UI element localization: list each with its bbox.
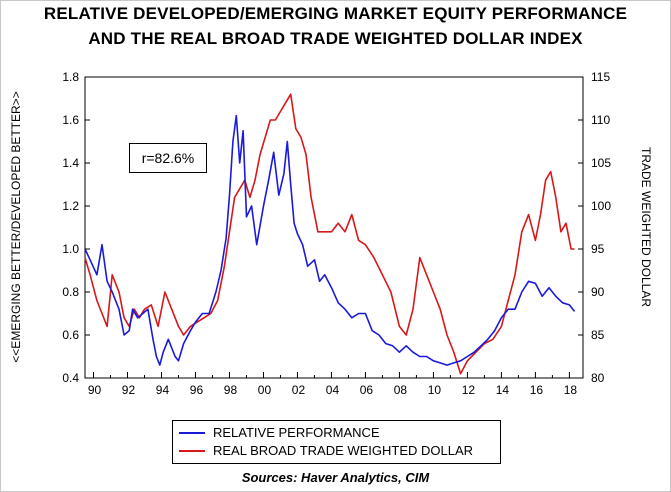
chart-subtitle: AND THE REAL BROAD TRADE WEIGHTED DOLLAR…	[88, 29, 583, 48]
left-tick-label: 0.4	[62, 371, 79, 385]
series-line-relative-performance	[84, 114, 576, 366]
x-tick-label: 04	[326, 383, 340, 397]
x-tick-label: 00	[258, 383, 272, 397]
x-tick-label: 98	[224, 383, 238, 397]
x-tick-label: 08	[394, 383, 408, 397]
right-tick-label: 80	[591, 371, 605, 385]
left-tick-label: 1.6	[62, 113, 79, 127]
left-tick-label: 0.6	[62, 328, 79, 342]
x-tick-label: 16	[530, 383, 544, 397]
x-tick-label: 10	[428, 383, 442, 397]
right-tick-label: 85	[591, 328, 605, 342]
x-tick-label: 02	[292, 383, 306, 397]
right-tick-label: 105	[591, 156, 611, 170]
left-tick-label: 1.0	[62, 242, 79, 256]
left-tick-label: 0.8	[62, 285, 79, 299]
x-tick-label: 06	[360, 383, 374, 397]
x-tick-label: 96	[190, 383, 204, 397]
series-line-trade-weighted-dollar	[84, 93, 575, 375]
plot-area	[84, 76, 584, 379]
right-tick-label: 90	[591, 285, 605, 299]
source-note: Sources: Haver Analytics, CIM	[241, 470, 430, 485]
legend-label-trade-weighted-dollar: REAL BROAD TRADE WEIGHTED DOLLAR	[213, 443, 474, 458]
left-tick-label: 1.4	[62, 156, 79, 170]
x-tick-label: 14	[496, 383, 510, 397]
y-axis-label-right: TRADE WEIGHTED DOLLAR	[639, 147, 653, 307]
ticks-layer: 0.4 0.6 0.8 1.0 1.2 1.4 1.6 1.8 80 85 90 95 100 105 11…	[62, 70, 611, 397]
legend: RELATIVE PERFORMANCE REAL BROAD TRADE WE…	[172, 420, 501, 464]
right-tick-label: 95	[591, 242, 605, 256]
x-tick-label: 92	[122, 383, 136, 397]
x-tick-label: 18	[564, 383, 578, 397]
right-tick-label: 100	[591, 199, 611, 213]
legend-swatch-trade-weighted-dollar	[179, 450, 205, 452]
right-tick-label: 110	[591, 113, 610, 127]
correlation-annotation: r=82.6%	[129, 143, 207, 173]
legend-label-relative-performance: RELATIVE PERFORMANCE	[213, 425, 380, 440]
left-tick-label: 1.8	[62, 70, 79, 84]
y-axis-label-left: <<EMERGING BETTER/DEVELOPED BETTER>>	[9, 91, 23, 362]
right-tick-label: 115	[591, 70, 610, 84]
x-tick-label: 90	[88, 383, 102, 397]
x-tick-label: 94	[156, 383, 170, 397]
chart-title: RELATIVE DEVELOPED/EMERGING MARKET EQUIT…	[43, 4, 628, 23]
series-layer	[84, 93, 576, 375]
x-tick-label: 12	[462, 383, 476, 397]
left-tick-label: 1.2	[62, 199, 79, 213]
legend-swatch-relative-performance	[179, 432, 205, 434]
